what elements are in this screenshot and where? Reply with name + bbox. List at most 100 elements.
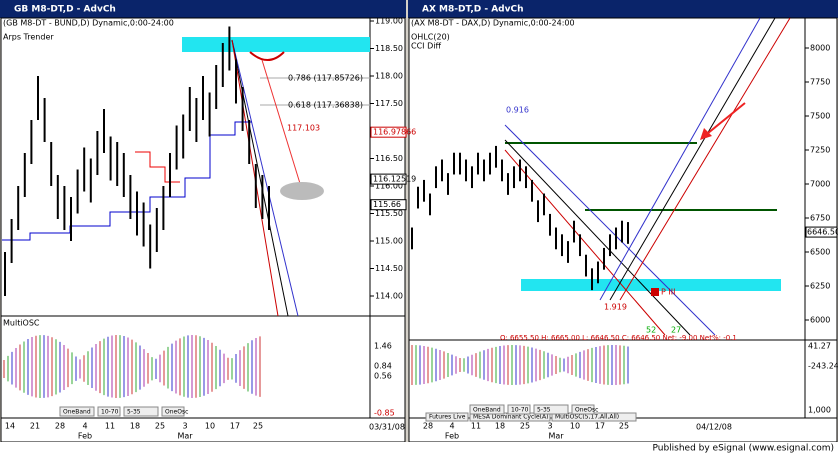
angle-label: 0.916 <box>506 106 529 115</box>
tab[interactable] <box>425 412 469 422</box>
button-label: 10-70 <box>101 409 119 416</box>
date-label: 14 <box>5 422 15 431</box>
price-flag-label: 116.97866 <box>373 128 416 137</box>
price-label: 8000 <box>810 44 830 53</box>
date-label: 17 <box>230 422 240 431</box>
price-flag <box>805 226 838 238</box>
oscillator <box>411 345 629 385</box>
date-label: 28 <box>423 422 433 431</box>
window-title: GB M8-DT,D - AdvCh <box>14 5 116 15</box>
button-label: 5-35 <box>537 407 551 414</box>
title-bar <box>0 0 406 18</box>
button-label: OneBand <box>63 409 91 416</box>
date-label: 3 <box>182 422 187 431</box>
study-label: Arps Trender <box>3 33 54 42</box>
footer: Published by eSignal (www.esignal.com) <box>652 444 834 454</box>
button-label: 5-35 <box>127 409 141 416</box>
button[interactable] <box>571 404 595 415</box>
price-label: 118.00 <box>375 72 403 81</box>
zone <box>521 279 781 291</box>
price-label: 6250 <box>810 282 830 291</box>
date-label: 4 <box>82 422 87 431</box>
tab-label: MESA Dominant Cycle(A) <box>473 414 548 421</box>
date-label: 11 <box>105 422 115 431</box>
osc-label: 1.46 <box>374 342 392 351</box>
date-label: 28 <box>55 422 65 431</box>
osc-label: -0.85 <box>374 409 395 418</box>
date-label: 10 <box>570 422 580 431</box>
study-label: OHLC(20) <box>411 33 450 42</box>
date-label: 21 <box>30 422 40 431</box>
price-flag <box>370 126 407 138</box>
marker: 1.919 <box>604 303 627 312</box>
price-flag-label: 116.12519 <box>373 175 416 184</box>
price-label: 116.50 <box>375 154 403 163</box>
end-date: 03/31/08 <box>369 423 405 432</box>
oscillator <box>3 335 261 398</box>
price-label: 119.00 <box>375 17 403 26</box>
end-date: 04/12/08 <box>696 423 732 432</box>
date-label: 3 <box>547 422 552 431</box>
target-label: 117.103 <box>287 124 320 133</box>
price-label: 117.50 <box>375 99 403 108</box>
title-bar <box>408 0 838 18</box>
target-ellipse <box>280 182 324 200</box>
price-label: 7750 <box>810 78 830 87</box>
date-label: 18 <box>495 422 505 431</box>
date-label: 17 <box>595 422 605 431</box>
date-label: 25 <box>619 422 629 431</box>
month-label: Feb <box>445 432 459 441</box>
button-label: OneOsc <box>575 407 598 414</box>
button[interactable] <box>59 406 95 417</box>
button-label: OneOsc <box>165 409 188 416</box>
price-label: 6000 <box>810 316 830 325</box>
osc-label: 1,000 <box>808 406 831 415</box>
study-label: CCI Diff <box>411 42 441 51</box>
marker: 27 <box>671 326 681 335</box>
trender-line <box>2 121 252 241</box>
month-label: Mar <box>177 432 193 441</box>
arc <box>249 51 285 61</box>
price-label: 114.50 <box>375 264 403 273</box>
month-label: Feb <box>78 432 92 441</box>
date-label: 4 <box>449 422 454 431</box>
button[interactable] <box>123 406 159 417</box>
price-label: 116.00 <box>375 182 403 191</box>
button[interactable] <box>97 406 121 417</box>
price-label: 118.50 <box>375 44 403 53</box>
status-bar <box>0 442 838 454</box>
channel-line <box>504 139 691 336</box>
subtitle: (AX M8-DT - DAX,D) Dynamic,0:00-24:00 <box>411 19 575 28</box>
channel-line <box>619 17 791 301</box>
price-flag-label: 6646.50 <box>807 228 838 237</box>
marker: P III <box>661 288 675 297</box>
osc-label: 0.56 <box>374 372 392 381</box>
trender-line <box>135 151 180 183</box>
button[interactable] <box>507 404 531 415</box>
channel-line <box>609 17 776 301</box>
date-label: 25 <box>253 422 263 431</box>
subtitle: (GB M8-DT - BUND,D) Dynamic,0:00-24:00 <box>3 19 174 28</box>
price-flag-label: 115.66 <box>373 200 401 209</box>
price-label: 6500 <box>810 248 830 257</box>
channel-line <box>599 17 761 301</box>
window-title: AX M8-DT,D - AdvCh <box>422 5 524 15</box>
price-label: 114.00 <box>375 292 403 301</box>
button[interactable] <box>469 404 505 415</box>
osc-label: -243.24 <box>808 362 838 371</box>
ohlc-line: O: 6655.50 H: 6665.00 L: 6646.50 C: 6646… <box>500 334 737 342</box>
price-label: 7000 <box>810 180 830 189</box>
date-label: 18 <box>130 422 140 431</box>
channel-line <box>231 39 289 317</box>
button-label: OneBand <box>473 407 501 414</box>
month-label: Mar <box>548 432 564 441</box>
marker-box <box>651 288 659 296</box>
osc-label: 0.84 <box>374 362 392 371</box>
price-label: 6750 <box>810 214 830 223</box>
marker: 52 <box>646 326 656 335</box>
date-label: 25 <box>155 422 165 431</box>
button[interactable] <box>533 404 569 415</box>
button[interactable] <box>161 406 185 417</box>
projection <box>261 59 303 191</box>
